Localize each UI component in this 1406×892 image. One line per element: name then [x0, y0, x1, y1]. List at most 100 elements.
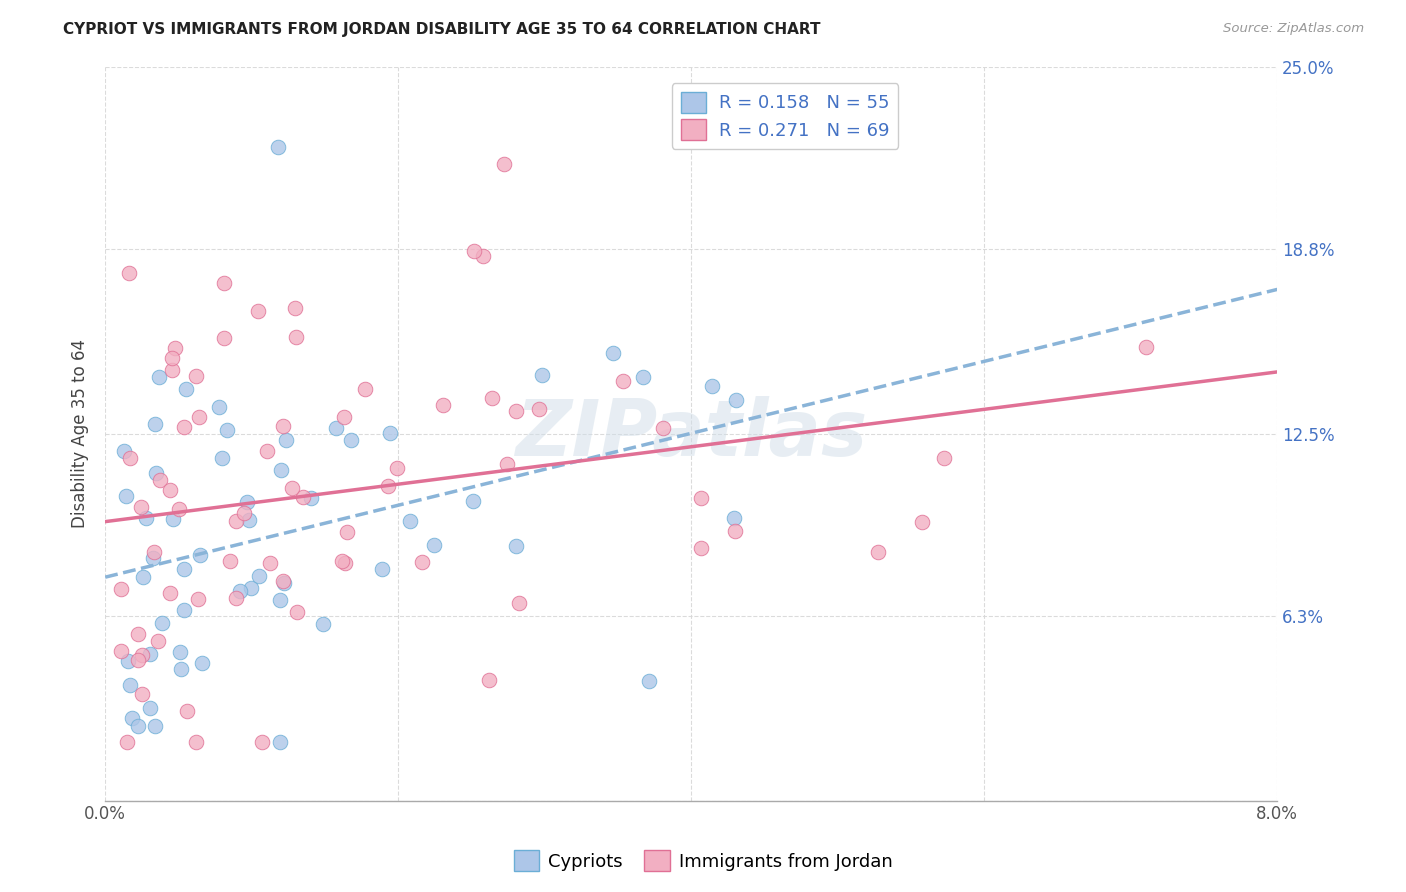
Point [280, 481, 302, 495]
Point [354, 382, 377, 396]
Point [143, 719, 166, 733]
Point [233, 506, 256, 520]
Point [145, 466, 167, 480]
Point [118, 266, 141, 280]
Point [212, 331, 235, 345]
Point [270, 463, 292, 477]
Point [211, 450, 233, 465]
Point [239, 581, 262, 595]
Point [505, 539, 527, 553]
Point [612, 374, 634, 388]
Point [225, 514, 247, 528]
Point [132, 570, 155, 584]
Point [495, 457, 517, 471]
Point [131, 648, 153, 663]
Point [120, 450, 142, 465]
Point [285, 329, 308, 343]
Point [138, 701, 160, 715]
Point [723, 510, 745, 524]
Point [208, 401, 231, 415]
Point [219, 554, 242, 568]
Point [868, 545, 890, 559]
Point [188, 409, 211, 424]
Point [127, 719, 149, 733]
Point [173, 419, 195, 434]
Point [131, 500, 153, 514]
Point [325, 421, 347, 435]
Point [173, 603, 195, 617]
Point [256, 444, 278, 458]
Point [259, 556, 281, 570]
Point [380, 426, 402, 441]
Point [527, 401, 550, 416]
Point [335, 557, 357, 571]
Point [269, 592, 291, 607]
Point [143, 545, 166, 559]
Point [127, 653, 149, 667]
Point [638, 673, 661, 688]
Text: ZIPatlas: ZIPatlas [515, 396, 868, 472]
Point [377, 479, 399, 493]
Point [481, 391, 503, 405]
Point [371, 562, 394, 576]
Point [127, 626, 149, 640]
Point [229, 584, 252, 599]
Point [159, 483, 181, 498]
Point [167, 501, 190, 516]
Legend: R = 0.158   N = 55, R = 0.271   N = 69: R = 0.158 N = 55, R = 0.271 N = 69 [672, 83, 898, 149]
Point [1135, 340, 1157, 354]
Point [159, 585, 181, 599]
Point [148, 634, 170, 648]
Point [269, 735, 291, 749]
Point [163, 341, 186, 355]
Point [530, 368, 553, 382]
Point [505, 404, 527, 418]
Point [910, 515, 932, 529]
Point [432, 398, 454, 412]
Point [602, 346, 624, 360]
Point [174, 382, 197, 396]
Point [138, 647, 160, 661]
Point [169, 645, 191, 659]
Point [702, 378, 724, 392]
Point [299, 491, 322, 505]
Point [184, 735, 207, 749]
Point [330, 554, 353, 568]
Point [160, 363, 183, 377]
Point [340, 433, 363, 447]
Point [186, 592, 208, 607]
Point [145, 417, 167, 431]
Point [215, 424, 238, 438]
Point [121, 711, 143, 725]
Point [478, 673, 501, 688]
Point [932, 451, 955, 466]
Point [112, 443, 135, 458]
Point [423, 538, 446, 552]
Point [463, 493, 485, 508]
Point [724, 393, 747, 408]
Y-axis label: Disability Age 35 to 64: Disability Age 35 to 64 [72, 339, 89, 528]
Point [142, 551, 165, 566]
Point [689, 491, 711, 505]
Point [115, 489, 138, 503]
Point [273, 576, 295, 591]
Point [399, 514, 422, 528]
Point [276, 433, 298, 447]
Point [169, 662, 191, 676]
Point [333, 410, 356, 425]
Point [120, 678, 142, 692]
Point [631, 370, 654, 384]
Point [492, 157, 515, 171]
Point [150, 615, 173, 630]
Point [273, 418, 295, 433]
Point [508, 596, 530, 610]
Point [287, 605, 309, 619]
Point [212, 276, 235, 290]
Point [131, 687, 153, 701]
Point [463, 244, 485, 258]
Point [148, 370, 170, 384]
Point [173, 561, 195, 575]
Point [292, 490, 315, 504]
Point [271, 574, 294, 588]
Point [110, 582, 132, 597]
